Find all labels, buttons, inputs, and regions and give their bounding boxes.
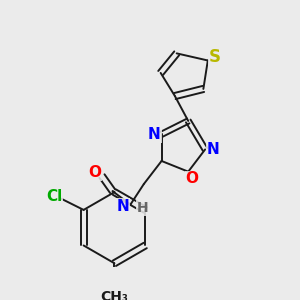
Text: N: N [117, 199, 130, 214]
Text: N: N [207, 142, 220, 157]
Text: N: N [148, 127, 161, 142]
Text: CH₃: CH₃ [100, 290, 128, 300]
Text: H: H [137, 201, 149, 215]
Text: O: O [88, 165, 101, 180]
Text: O: O [185, 171, 198, 186]
Text: S: S [209, 48, 221, 66]
Text: Cl: Cl [46, 190, 62, 205]
